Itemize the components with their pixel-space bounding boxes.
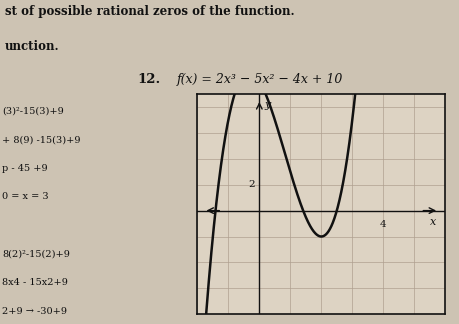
Text: st of possible rational zeros of the function.: st of possible rational zeros of the fun… bbox=[5, 5, 294, 18]
Text: (3)²-15(3)+9: (3)²-15(3)+9 bbox=[2, 107, 64, 116]
Text: x: x bbox=[430, 217, 436, 227]
Text: 0 = x = 3: 0 = x = 3 bbox=[2, 192, 49, 202]
Text: 2: 2 bbox=[248, 180, 255, 189]
Text: 8x4 - 15x2+9: 8x4 - 15x2+9 bbox=[2, 278, 68, 287]
Text: 12.: 12. bbox=[138, 73, 161, 86]
Text: unction.: unction. bbox=[5, 40, 59, 53]
Text: f(x) = 2x³ − 5x² − 4x + 10: f(x) = 2x³ − 5x² − 4x + 10 bbox=[177, 73, 343, 86]
Text: 4: 4 bbox=[380, 220, 386, 229]
Text: y: y bbox=[264, 100, 270, 110]
Text: p - 45 +9: p - 45 +9 bbox=[2, 164, 48, 173]
Text: 2+9 → -30+9: 2+9 → -30+9 bbox=[2, 307, 67, 316]
Text: 8(2)²-15(2)+9: 8(2)²-15(2)+9 bbox=[2, 249, 70, 259]
Text: + 8(9) -15(3)+9: + 8(9) -15(3)+9 bbox=[2, 135, 81, 145]
